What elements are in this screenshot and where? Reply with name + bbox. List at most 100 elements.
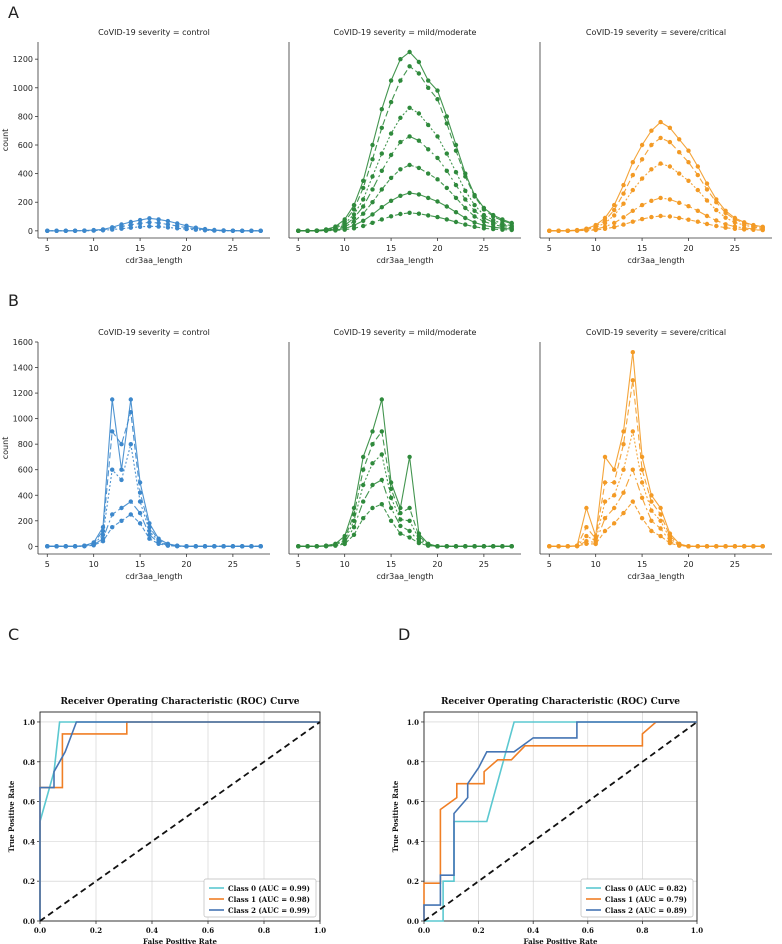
data-point [435,177,440,182]
x-tick-label: 25 [479,244,489,253]
legend-box [203,878,317,918]
data-point [407,64,412,69]
data-point [453,182,459,188]
x-tick-label: 10 [89,560,99,569]
data-point [137,499,143,504]
data-point [398,193,403,198]
data-point [370,212,375,217]
data-point [574,228,580,233]
data-point [137,510,143,516]
x-tick-label: 1.0 [314,926,326,935]
data-point [398,57,403,62]
data-point [370,505,375,511]
data-point [333,228,338,233]
data-point [361,482,366,488]
data-point [379,125,384,130]
data-point [704,544,710,549]
data-point [463,222,468,227]
data-point [147,216,152,221]
x-tick-label: 15 [135,560,145,569]
y-tick-label: 0.2 [407,877,419,886]
y-axis-label: True Positive Rate [7,780,16,852]
data-point [435,97,440,102]
chart-title: Receiver Operating Characteristic (ROC) … [60,696,299,707]
data-point [398,510,403,516]
data-point [649,167,654,172]
x-tick-label: 15 [637,560,647,569]
data-point [351,512,357,517]
data-point [388,152,394,158]
data-point [361,454,366,460]
data-point [193,544,198,549]
data-point [453,219,459,225]
data-point [240,228,245,233]
data-point [398,78,403,83]
data-point [370,461,375,466]
data-point [370,482,375,488]
x-tick-label: 20 [181,560,191,569]
data-point [407,454,412,460]
data-point [379,397,384,402]
x-axis-label: False Positive Rate [143,937,218,944]
data-point [230,544,236,549]
x-tick-label: 5 [45,244,50,253]
data-point [128,442,133,447]
data-point [714,223,719,229]
data-point [426,195,431,201]
data-point [649,508,654,513]
data-point [426,147,431,152]
data-point [639,202,645,208]
data-point [91,228,96,233]
x-tick-label: 10 [591,244,601,253]
data-point [612,202,617,208]
data-point [379,429,384,434]
data-point [426,543,431,548]
x-tick-label: 25 [730,560,740,569]
data-point [407,49,412,55]
data-point [481,207,487,212]
data-point [612,213,617,218]
data-point [621,201,626,206]
data-point [630,160,635,165]
data-point [667,125,673,130]
data-point [565,228,570,233]
data-point [491,226,496,232]
data-point [249,544,254,549]
data-point [416,59,422,65]
data-point [574,544,580,549]
legend-entry: Class 1 (AUC = 0.98) [228,895,310,904]
facet-title: CoVID-19 severity = severe/critical [586,328,726,337]
x-tick-label: 15 [135,244,145,253]
data-point [379,168,384,173]
data-point [677,150,682,155]
x-tick-label: 15 [386,244,396,253]
data-point [658,505,663,511]
data-point [119,226,124,231]
x-tick-label: 15 [386,560,396,569]
charts-layer: CoVID-19 severity = control 5 10 15 20 25 cdr3… [1,28,772,944]
data-point [453,170,459,175]
data-point [63,228,68,233]
y-tick-label: 1.0 [23,718,35,727]
x-tick-label: 5 [296,244,301,253]
data-point [156,224,161,229]
data-point [444,204,449,209]
data-point [128,499,133,504]
data-point [370,442,375,447]
data-point [621,222,626,227]
data-point [649,198,654,203]
data-point [742,544,747,549]
data-point [361,204,366,209]
data-point [137,217,143,223]
data-point [686,544,691,549]
data-point [714,207,719,213]
y-tick-label: 0.8 [23,758,35,767]
data-point [147,224,152,229]
data-point [165,543,171,548]
data-point [407,210,412,215]
data-point [379,502,384,507]
y-tick-label: 0.0 [407,917,419,926]
data-point [658,518,663,523]
